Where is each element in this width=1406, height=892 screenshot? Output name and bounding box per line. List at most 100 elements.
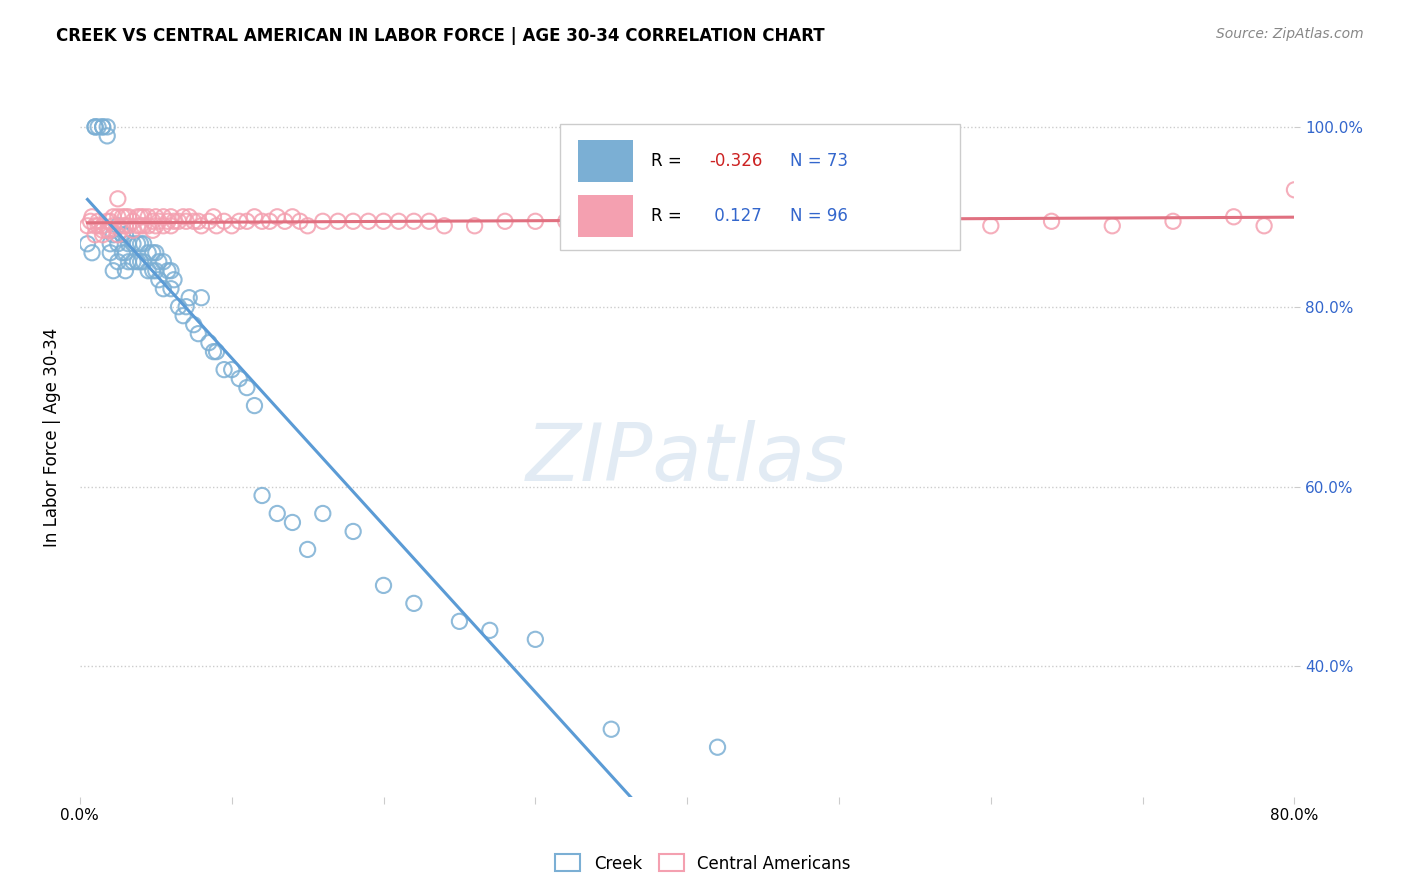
Point [266, 507, 288, 521]
Point [1253, 219, 1275, 233]
Point [98, 223, 121, 237]
Point [114, 219, 136, 233]
Point [76, 236, 98, 251]
Point [554, 214, 576, 228]
Point [87, 120, 110, 134]
Point [752, 210, 775, 224]
Point [117, 236, 139, 251]
Point [402, 214, 425, 228]
Point [98, 214, 121, 228]
Point [160, 219, 183, 233]
Point [148, 214, 170, 228]
Point [342, 214, 364, 228]
Point [1222, 210, 1244, 224]
Point [127, 219, 149, 233]
Point [91, 227, 114, 242]
Point [156, 214, 179, 228]
Point [114, 264, 136, 278]
Point [122, 223, 145, 237]
Point [91, 223, 114, 237]
Point [243, 399, 266, 413]
Point [373, 578, 395, 592]
Point [288, 214, 311, 228]
Point [297, 542, 319, 557]
Point [312, 214, 335, 228]
Point [250, 214, 273, 228]
Point [114, 210, 136, 224]
Point [190, 219, 212, 233]
Point [142, 264, 165, 278]
Point [172, 309, 194, 323]
Point [980, 219, 1002, 233]
Point [84, 120, 107, 134]
Point [136, 245, 159, 260]
Point [152, 254, 174, 268]
Point [174, 300, 197, 314]
Point [373, 214, 395, 228]
Point [129, 219, 152, 233]
Point [87, 214, 110, 228]
Point [163, 214, 186, 228]
Point [96, 128, 118, 143]
Point [132, 254, 155, 268]
Point [148, 254, 170, 268]
Point [136, 264, 159, 278]
Point [357, 214, 380, 228]
Point [80, 245, 103, 260]
Point [326, 214, 349, 228]
Point [103, 227, 125, 242]
Point [342, 524, 364, 539]
Point [107, 210, 129, 224]
Point [127, 254, 149, 268]
Point [920, 214, 942, 228]
Point [179, 291, 201, 305]
Point [243, 210, 266, 224]
Point [98, 236, 121, 251]
Point [91, 120, 114, 134]
Point [145, 264, 167, 278]
Point [1161, 214, 1184, 228]
Point [228, 371, 250, 385]
Point [494, 214, 516, 228]
Point [114, 245, 136, 260]
Point [152, 282, 174, 296]
Point [132, 210, 155, 224]
Point [114, 227, 136, 242]
Point [179, 210, 201, 224]
Bar [578, 195, 633, 237]
Point [167, 214, 190, 228]
Legend: Creek, Central Americans: Creek, Central Americans [548, 847, 858, 880]
Point [297, 219, 319, 233]
Point [706, 740, 728, 755]
Point [205, 219, 228, 233]
Point [464, 219, 486, 233]
Point [478, 624, 501, 638]
Point [76, 219, 98, 233]
Point [103, 210, 125, 224]
Text: N = 96: N = 96 [790, 207, 848, 226]
Point [84, 219, 107, 233]
Point [160, 264, 183, 278]
Point [129, 236, 152, 251]
Point [706, 214, 728, 228]
Point [645, 214, 668, 228]
Point [858, 214, 880, 228]
Point [274, 214, 297, 228]
Point [167, 300, 190, 314]
Point [142, 245, 165, 260]
Point [103, 219, 125, 233]
Point [236, 381, 259, 395]
Point [221, 362, 243, 376]
Point [111, 210, 134, 224]
Point [600, 723, 623, 737]
Point [136, 210, 159, 224]
Point [152, 219, 174, 233]
Point [111, 245, 134, 260]
Text: ZIPatlas: ZIPatlas [526, 419, 848, 498]
Point [600, 214, 623, 228]
Point [80, 210, 103, 224]
Point [132, 236, 155, 251]
Point [145, 245, 167, 260]
Point [281, 210, 304, 224]
Point [142, 223, 165, 237]
